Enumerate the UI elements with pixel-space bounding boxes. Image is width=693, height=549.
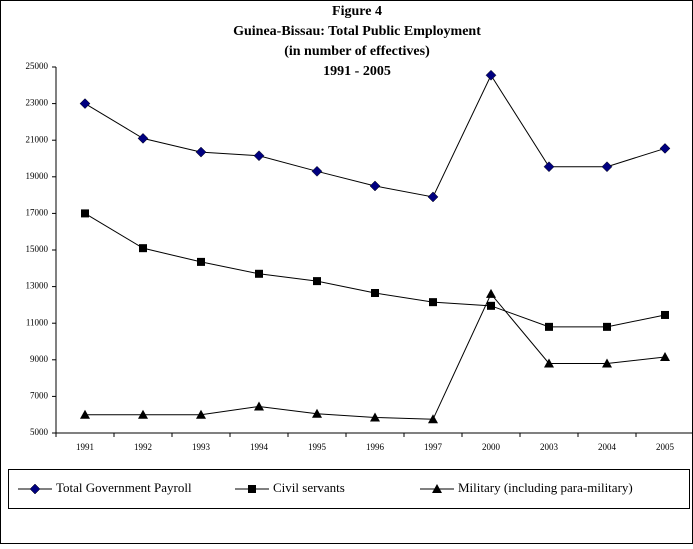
square-marker bbox=[603, 322, 611, 331]
x-tick-label: 1994 bbox=[250, 442, 269, 452]
y-tick-label: 21000 bbox=[26, 134, 49, 144]
square-marker bbox=[248, 485, 256, 493]
diamond-marker bbox=[311, 165, 323, 177]
square-marker bbox=[197, 257, 205, 266]
y-tick-label: 19000 bbox=[26, 171, 49, 181]
y-tick-label: 13000 bbox=[26, 281, 49, 291]
diamond-marker bbox=[659, 143, 671, 154]
square-marker bbox=[371, 289, 379, 298]
square-marker bbox=[81, 209, 89, 218]
chart-title: Guinea-Bissau: Total Public Employment bbox=[233, 24, 481, 39]
y-tick-label: 15000 bbox=[26, 244, 49, 254]
diamond-marker bbox=[369, 180, 381, 192]
x-tick-label: 1997 bbox=[424, 442, 443, 452]
y-tick-label: 25000 bbox=[26, 61, 49, 71]
diamond-marker bbox=[137, 133, 149, 144]
triangle-marker bbox=[196, 409, 206, 419]
diamond-marker bbox=[29, 483, 41, 495]
y-tick-label: 9000 bbox=[30, 354, 49, 364]
chart-title: Figure 4 bbox=[332, 4, 382, 19]
x-tick-label: 2004 bbox=[598, 442, 617, 452]
square-marker bbox=[255, 269, 263, 278]
square-marker bbox=[429, 298, 437, 307]
diamond-marker bbox=[601, 161, 613, 173]
x-tick-label: 1996 bbox=[366, 442, 385, 452]
diamond-marker bbox=[427, 191, 439, 203]
y-tick-label: 23000 bbox=[26, 98, 49, 108]
x-tick-label: 1991 bbox=[76, 442, 94, 452]
square-marker bbox=[661, 310, 669, 319]
triangle-marker bbox=[602, 358, 612, 368]
triangle-marker bbox=[254, 401, 264, 411]
diamond-marker bbox=[253, 150, 265, 162]
diamond-marker bbox=[485, 69, 497, 81]
y-tick-label: 17000 bbox=[26, 207, 49, 217]
square-marker bbox=[545, 322, 553, 331]
x-tick-label: 1995 bbox=[308, 442, 327, 452]
diamond-marker bbox=[79, 98, 91, 109]
x-tick-label: 2005 bbox=[656, 442, 675, 452]
legend-label: Military (including para-military) bbox=[458, 480, 633, 495]
triangle-marker bbox=[660, 352, 670, 362]
triangle-marker bbox=[138, 409, 148, 419]
chart-title: 1991 - 2005 bbox=[323, 64, 391, 79]
triangle-marker bbox=[544, 358, 554, 368]
x-tick-label: 1992 bbox=[134, 442, 152, 452]
square-marker bbox=[139, 244, 147, 253]
legend-label: Civil servants bbox=[273, 480, 345, 495]
x-tick-label: 2003 bbox=[540, 442, 559, 452]
y-tick-label: 5000 bbox=[30, 427, 49, 437]
triangle-marker bbox=[432, 484, 442, 493]
diamond-marker bbox=[543, 161, 555, 173]
y-tick-label: 7000 bbox=[30, 390, 49, 400]
y-tick-label: 11000 bbox=[26, 317, 49, 327]
chart-title: (in number of effectives) bbox=[284, 44, 430, 59]
square-marker bbox=[313, 277, 321, 286]
triangle-marker bbox=[312, 408, 322, 418]
triangle-marker bbox=[428, 414, 438, 424]
legend-label: Total Government Payroll bbox=[56, 480, 192, 495]
triangle-marker bbox=[80, 409, 90, 419]
triangle-marker bbox=[486, 288, 496, 298]
square-marker bbox=[487, 301, 495, 310]
x-tick-label: 1993 bbox=[192, 442, 211, 452]
legend-box bbox=[8, 469, 690, 509]
diamond-marker bbox=[195, 146, 207, 158]
x-tick-label: 2000 bbox=[482, 442, 501, 452]
triangle-marker bbox=[370, 412, 380, 422]
